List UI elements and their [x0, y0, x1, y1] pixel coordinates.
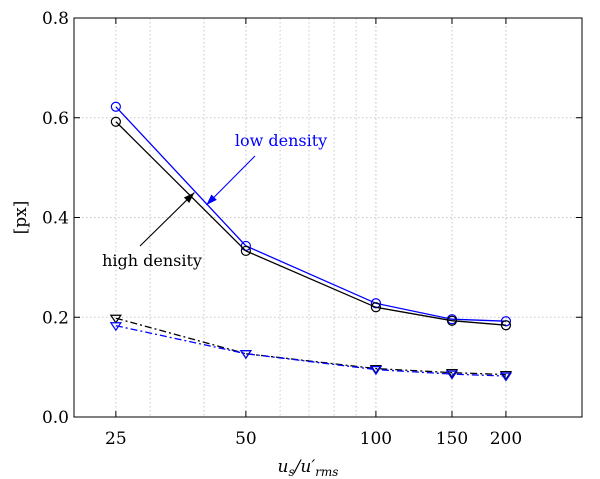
x-tick-label: 50 — [235, 429, 257, 449]
y-tick-label: 0.0 — [42, 408, 69, 428]
x-axis-label: us/u′rms — [278, 457, 339, 479]
arrow-low-density-line — [205, 155, 256, 206]
y-tick-label: 0.2 — [42, 308, 69, 328]
series-layer — [109, 101, 513, 382]
y-tick-label: 0.8 — [42, 9, 69, 29]
data-point-triangle — [445, 369, 459, 379]
series-line — [115, 121, 506, 326]
data-point-triangle — [239, 350, 253, 360]
data-point-triangle — [369, 366, 383, 376]
series-1 — [110, 116, 512, 331]
x-tick-label: 25 — [105, 429, 127, 449]
y-tick-label: 0.6 — [42, 109, 69, 129]
arrow-high-density-head — [183, 192, 195, 203]
axis-ticks: 25 50 100 150 200 0.0 0.2 0.4 0.6 0.8 — [42, 9, 582, 449]
data-point-triangle — [445, 370, 459, 380]
arrow-low-density-head — [206, 194, 217, 206]
arrow-high-density-line — [139, 192, 195, 247]
data-point-circle — [500, 316, 512, 327]
data-point-triangle — [109, 314, 122, 324]
series-3 — [109, 322, 513, 382]
annotation-low-density: low density — [235, 131, 327, 150]
x-tick-label: 100 — [360, 429, 392, 449]
data-point-circle — [370, 302, 382, 313]
annotations: low density high density — [102, 131, 327, 270]
x-tick-label: 200 — [490, 429, 522, 449]
data-point-circle — [110, 116, 121, 127]
data-point-circle — [500, 320, 512, 331]
grid — [74, 18, 582, 417]
series-line — [115, 325, 506, 377]
y-axis-label: [px] — [11, 201, 31, 235]
data-point-circle — [110, 101, 121, 112]
data-point-triangle — [499, 371, 513, 381]
series-line — [115, 317, 506, 376]
data-point-triangle — [499, 372, 513, 382]
data-point-circle — [240, 245, 251, 257]
x-tick-label: 150 — [436, 429, 468, 449]
data-point-triangle — [109, 322, 122, 332]
annotation-high-density: high density — [102, 251, 202, 270]
data-point-circle — [446, 315, 458, 326]
y-tick-label: 0.4 — [42, 209, 69, 229]
